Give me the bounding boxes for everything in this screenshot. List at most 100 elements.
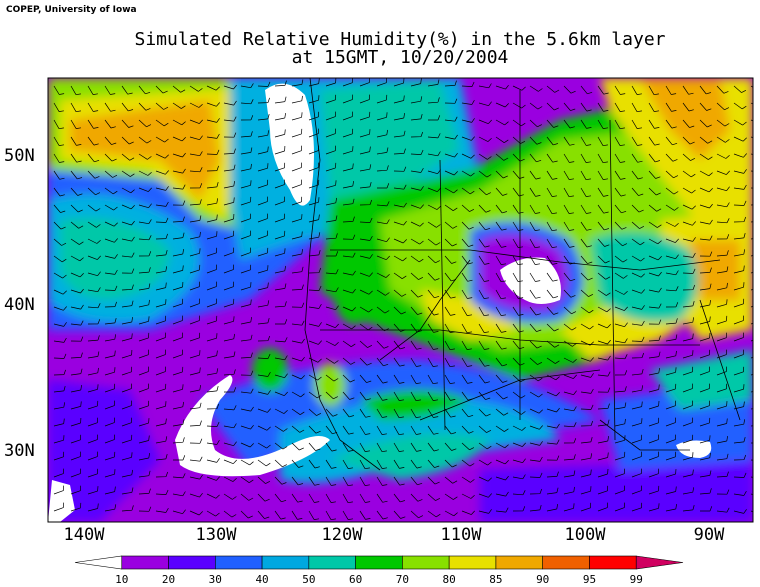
colorbar-level-label: 30	[208, 573, 222, 586]
wind-barb	[70, 320, 84, 326]
colorbar-level-label: 20	[161, 573, 176, 586]
wind-barb	[342, 252, 356, 258]
wind-barb	[665, 417, 676, 427]
wind-barb	[495, 272, 506, 283]
wind-barb	[699, 85, 711, 95]
wind-barb	[257, 130, 270, 138]
wind-barb	[223, 116, 237, 122]
wind-barb	[359, 111, 371, 121]
wind-barb	[359, 391, 371, 401]
colorbar-level-label: 50	[302, 573, 316, 586]
wind-barb	[155, 508, 169, 513]
wind-barb	[614, 468, 625, 478]
wind-barb	[342, 391, 355, 400]
wind-barb	[240, 131, 253, 138]
colorbar-swatch	[261, 555, 310, 570]
wind-barb	[716, 349, 727, 359]
wind-barb	[563, 486, 575, 495]
wind-barb	[461, 187, 475, 195]
wind-barb	[410, 442, 422, 452]
wind-barb	[223, 264, 234, 274]
wind-barb	[342, 425, 354, 435]
wind-barb	[104, 350, 116, 359]
wind-barb	[308, 322, 322, 327]
wind-barb	[495, 102, 509, 108]
wind-barb	[614, 354, 628, 360]
wind-barb	[308, 267, 322, 274]
wind-barb	[376, 147, 389, 155]
wind-barb	[291, 145, 302, 155]
wind-barb	[682, 119, 695, 128]
wind-barb	[274, 248, 286, 257]
wind-barb	[648, 400, 660, 410]
wind-barb	[291, 112, 303, 121]
wind-barb	[206, 281, 217, 291]
wind-barb	[257, 247, 269, 257]
wind-barb	[750, 102, 753, 105]
wind-barb	[580, 340, 594, 346]
wind-barb	[733, 401, 745, 410]
wind-barb	[597, 387, 611, 393]
wind-barb	[478, 255, 490, 265]
wind-barb	[512, 474, 526, 480]
wind-barb	[308, 232, 321, 240]
wind-barb	[716, 119, 730, 127]
wind-barb	[138, 153, 152, 160]
wind-barb	[53, 238, 67, 246]
wind-barb	[359, 442, 371, 452]
wind-barb	[733, 200, 747, 206]
wind-barb	[53, 204, 66, 213]
wind-barb	[512, 221, 524, 231]
colorbar-swatch	[495, 555, 543, 570]
wind-barb	[529, 408, 543, 414]
wind-barb	[495, 221, 507, 231]
wind-barb	[342, 128, 354, 138]
wind-barb	[172, 401, 184, 410]
wind-barb	[291, 391, 305, 398]
wind-barb	[393, 255, 407, 262]
wind-barb	[274, 230, 286, 240]
wind-barb	[393, 113, 405, 121]
wind-barb	[495, 357, 507, 367]
wind-barb	[223, 510, 237, 518]
wind-barb	[614, 289, 628, 295]
wind-barb	[495, 153, 509, 161]
wind-barb	[580, 153, 591, 163]
wind-barb	[665, 286, 679, 292]
wind-barb	[342, 323, 356, 330]
wind-barb	[223, 316, 235, 325]
wind-barb	[410, 357, 422, 367]
wind-barb	[342, 163, 354, 172]
credit-label: COPEP, University of Iowa	[6, 5, 137, 15]
wind-barb	[665, 451, 677, 461]
wind-barb	[53, 119, 64, 130]
wind-barb	[359, 510, 371, 520]
wind-barb	[53, 435, 65, 444]
wind-barb	[427, 151, 441, 157]
wind-barb	[274, 301, 287, 308]
wind-barb	[580, 102, 592, 112]
wind-barb	[512, 272, 523, 282]
wind-barb	[359, 289, 373, 295]
wind-barb	[478, 323, 490, 333]
wind-barb	[104, 318, 117, 325]
wind-barb	[155, 454, 168, 461]
wind-barb	[631, 401, 643, 410]
wind-barb	[240, 476, 254, 483]
wind-barb	[733, 136, 747, 142]
wind-barb	[665, 270, 679, 276]
wind-barb	[563, 289, 576, 298]
wind-barb	[308, 391, 322, 399]
wind-barb	[563, 221, 575, 231]
wind-barb	[325, 233, 338, 240]
wind-barb	[495, 187, 508, 196]
wind-barb	[444, 357, 455, 368]
wind-barb	[325, 357, 339, 364]
wind-barb	[614, 338, 628, 344]
wind-barb	[308, 357, 322, 363]
wind-barb	[104, 170, 118, 178]
wind-barb	[274, 442, 288, 450]
wind-barb	[274, 80, 287, 87]
wind-barb	[240, 247, 251, 257]
wind-barb	[580, 357, 594, 362]
